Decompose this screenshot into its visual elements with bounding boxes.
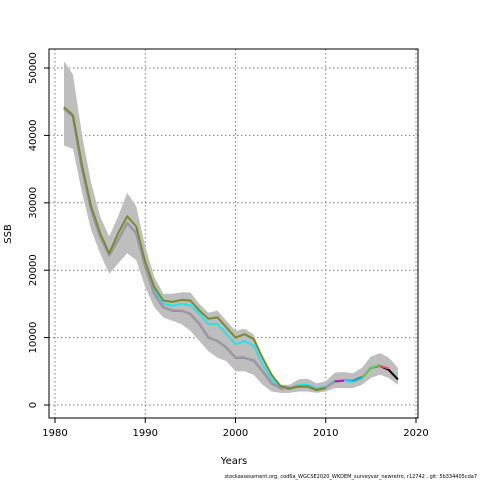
y-tick-label: 30000: [28, 187, 39, 219]
y-axis-title: SSB: [3, 224, 14, 244]
x-axis: 1980 1990 2000 2010 2020: [42, 418, 429, 439]
credit-text: stockassessment.org, cod6a_WGCSE2020_WKD…: [225, 474, 477, 480]
y-tick-label: 10000: [28, 322, 39, 354]
y-axis: 0 10000 20000 30000 40000 50000: [28, 52, 49, 408]
x-tick-label: 2010: [313, 428, 338, 439]
x-tick-label: 2000: [223, 428, 248, 439]
y-tick-label: 40000: [28, 119, 39, 151]
confidence-band: [64, 61, 398, 393]
x-tick-label: 1980: [42, 428, 67, 439]
plot-frame: [48, 48, 419, 419]
x-axis-title: Years: [220, 456, 247, 467]
y-tick-label: 50000: [28, 52, 39, 84]
y-tick-label: 20000: [28, 254, 39, 286]
x-tick-label: 1990: [133, 428, 158, 439]
series-lines: [63, 106, 399, 392]
series-line-8: [63, 106, 327, 392]
y-tick-label: 0: [28, 402, 39, 408]
x-tick-label: 2020: [403, 428, 428, 439]
